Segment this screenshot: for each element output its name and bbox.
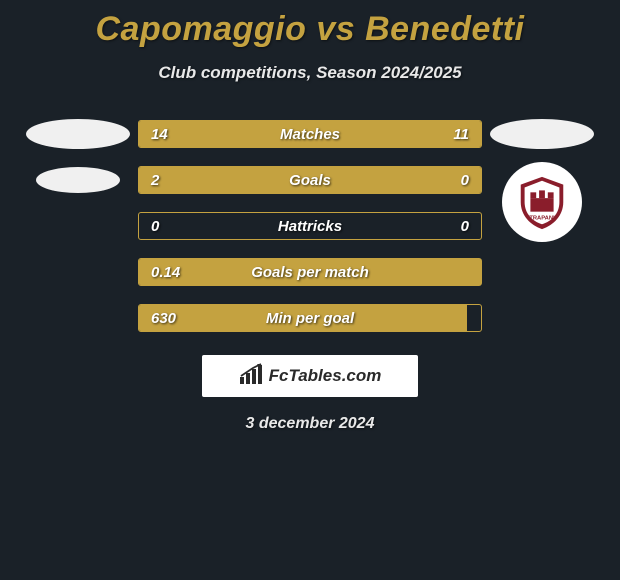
stat-row: 0.14 Goals per match xyxy=(0,249,620,295)
footer-date: 3 december 2024 xyxy=(0,415,620,433)
stat-row: 14 Matches 11 xyxy=(0,111,620,157)
stat-right-value: 0 xyxy=(461,213,469,239)
stat-row: 2 Goals 0 TRAPANI xyxy=(0,157,620,203)
stats-container: 14 Matches 11 2 Goals 0 xyxy=(0,111,620,341)
stat-label: Hattricks xyxy=(139,213,481,239)
stat-bar: 14 Matches 11 xyxy=(138,120,482,148)
left-club-badge-slot xyxy=(18,167,138,193)
avatar-placeholder-icon xyxy=(26,119,130,149)
stat-label: Goals xyxy=(139,167,481,193)
stat-label: Min per goal xyxy=(139,305,481,331)
stat-label: Matches xyxy=(139,121,481,147)
comparison-subtitle: Club competitions, Season 2024/2025 xyxy=(0,63,620,83)
stat-row: 0 Hattricks 0 xyxy=(0,203,620,249)
avatar-placeholder-icon xyxy=(36,167,120,193)
stat-right-value: 0 xyxy=(461,167,469,193)
branding-text: FcTables.com xyxy=(269,366,382,386)
right-player-avatar xyxy=(482,119,602,149)
stat-bar: 2 Goals 0 xyxy=(138,166,482,194)
stat-label: Goals per match xyxy=(139,259,481,285)
comparison-title: Capomaggio vs Benedetti xyxy=(0,0,620,49)
stat-bar: 630 Min per goal xyxy=(138,304,482,332)
stat-right-value: 11 xyxy=(453,121,469,147)
branding-box: FcTables.com xyxy=(202,355,418,397)
bar-trend-icon xyxy=(239,363,265,390)
stat-bar: 0.14 Goals per match xyxy=(138,258,482,286)
stat-bar: 0 Hattricks 0 xyxy=(138,212,482,240)
left-player-avatar xyxy=(18,119,138,149)
stat-row: 630 Min per goal xyxy=(0,295,620,341)
avatar-placeholder-icon xyxy=(490,119,594,149)
